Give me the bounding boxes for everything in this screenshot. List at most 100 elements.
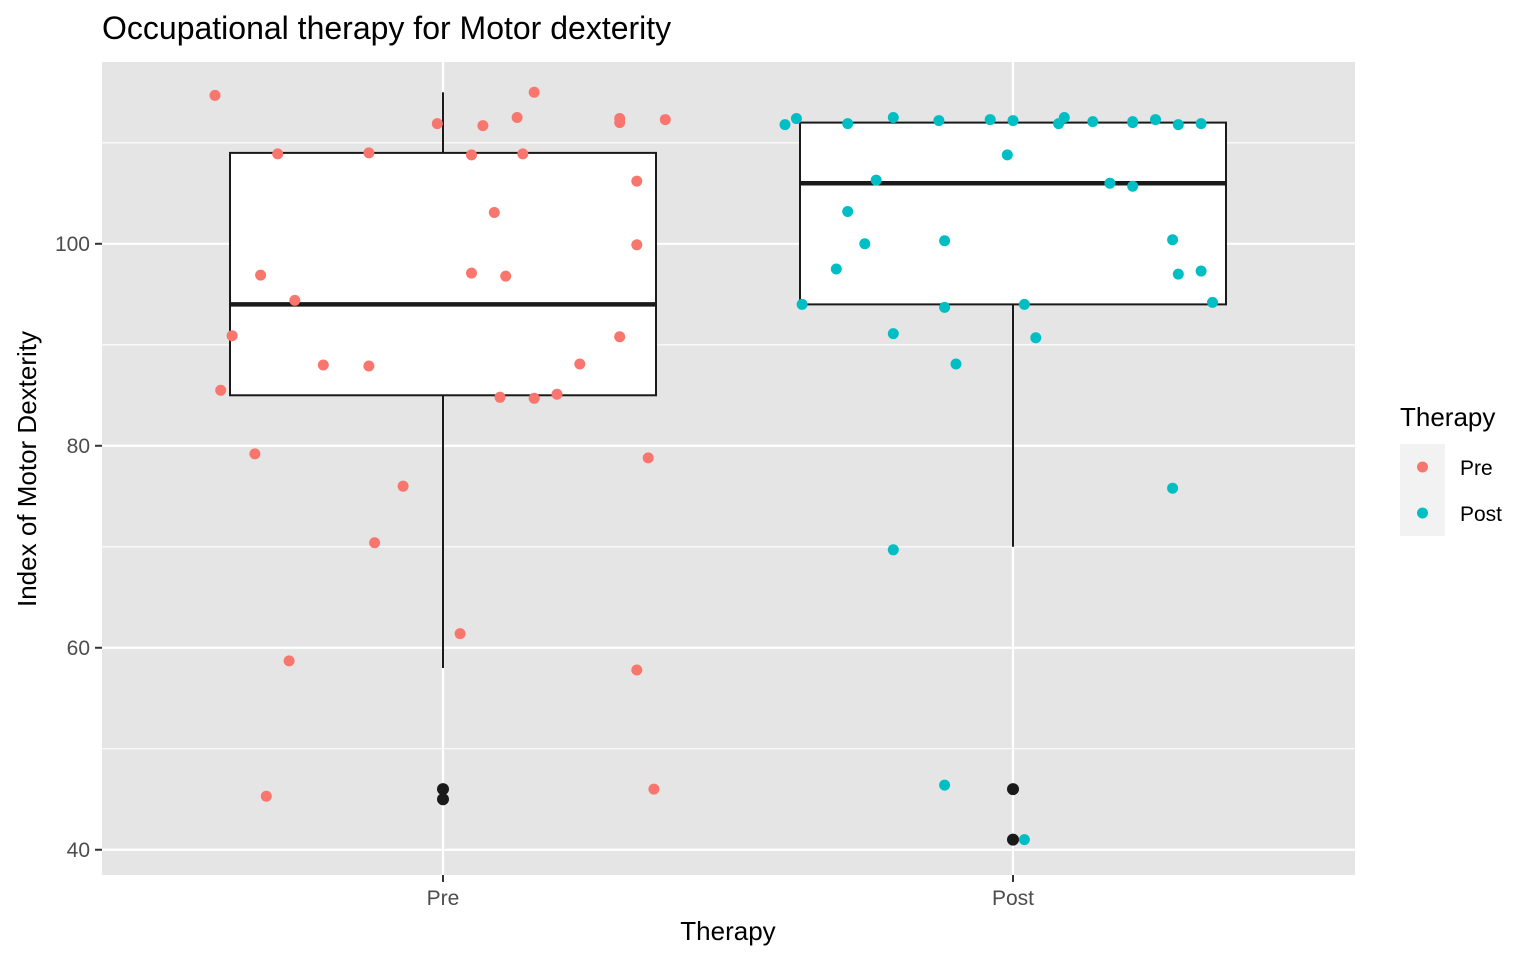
- data-point: [984, 114, 996, 126]
- series-pre: [209, 86, 671, 802]
- box-pre: [229, 92, 657, 806]
- outlier-point: [437, 783, 449, 796]
- data-point: [1018, 834, 1030, 846]
- data-point: [796, 298, 808, 310]
- data-point: [249, 448, 261, 460]
- data-point: [551, 388, 563, 400]
- data-point: [887, 544, 899, 556]
- data-point: [1172, 268, 1184, 280]
- data-point: [939, 235, 951, 247]
- data-point: [614, 113, 626, 125]
- data-point: [466, 149, 477, 161]
- data-point: [939, 301, 951, 313]
- data-point: [1127, 180, 1139, 192]
- y-tick-label: 40: [67, 839, 90, 862]
- data-point: [494, 391, 506, 403]
- box-plots: [229, 92, 1227, 846]
- data-point: [528, 392, 540, 404]
- x-tick-label: Pre: [427, 887, 460, 910]
- y-tick-label: 100: [55, 233, 90, 256]
- data-point: [887, 112, 899, 124]
- data-point: [289, 294, 301, 306]
- legend-item-pre: Pre: [1400, 444, 1493, 490]
- data-point: [842, 205, 854, 217]
- data-point: [939, 779, 951, 791]
- data-point: [933, 115, 945, 127]
- data-point: [1167, 234, 1179, 246]
- legend-title: Therapy: [1400, 402, 1495, 432]
- data-point: [859, 238, 871, 250]
- legend: Therapy Pre Post: [1400, 402, 1502, 536]
- data-point: [260, 790, 272, 802]
- data-point: [950, 358, 962, 370]
- data-point: [631, 175, 643, 187]
- data-point: [1030, 332, 1042, 344]
- data-point: [1007, 115, 1019, 127]
- box-iqr: [229, 151, 657, 397]
- data-point: [1207, 296, 1218, 308]
- data-point: [1127, 116, 1139, 128]
- data-point: [215, 384, 227, 396]
- data-point: [830, 263, 842, 275]
- x-tick-label: Post: [992, 887, 1034, 910]
- data-point: [1167, 482, 1179, 494]
- data-point: [1058, 112, 1070, 124]
- data-point: [226, 330, 238, 342]
- data-point: [369, 537, 381, 549]
- y-tick-label: 60: [67, 637, 90, 660]
- data-point: [488, 206, 500, 218]
- data-point: [454, 628, 466, 640]
- data-point: [870, 174, 882, 186]
- data-point: [1172, 119, 1184, 131]
- data-point: [517, 148, 529, 160]
- data-point: [614, 331, 626, 343]
- data-point: [631, 664, 643, 676]
- data-point: [477, 120, 489, 132]
- series-post: [779, 112, 1218, 846]
- legend-item-post: Post: [1400, 490, 1502, 536]
- axes: 40 60 80 100 Pre Post: [55, 233, 1034, 910]
- data-point: [1150, 114, 1161, 126]
- data-point: [209, 89, 221, 101]
- data-point: [574, 358, 586, 370]
- data-point: [363, 360, 375, 372]
- data-point: [659, 114, 671, 126]
- data-point: [317, 359, 329, 371]
- data-point: [255, 269, 267, 281]
- outlier-point: [1007, 833, 1019, 846]
- legend-label: Post: [1460, 503, 1502, 526]
- data-point: [1001, 149, 1013, 161]
- legend-marker: [1417, 507, 1428, 519]
- data-point: [466, 267, 477, 279]
- data-point: [283, 655, 295, 667]
- data-point: [397, 480, 409, 492]
- data-point: [790, 113, 802, 125]
- data-point: [1104, 177, 1116, 189]
- data-point: [272, 148, 284, 160]
- data-point: [631, 239, 643, 251]
- x-axis-title: Therapy: [680, 916, 775, 946]
- data-points: [209, 86, 1218, 846]
- data-point: [887, 328, 899, 340]
- data-point: [363, 147, 375, 159]
- box-post: [799, 121, 1227, 846]
- data-point: [842, 118, 854, 130]
- data-point: [511, 112, 523, 124]
- box-iqr: [799, 121, 1227, 306]
- data-point: [1087, 116, 1099, 128]
- data-point: [1195, 118, 1207, 130]
- data-point: [431, 118, 443, 130]
- y-tick-label: 80: [67, 435, 90, 458]
- outlier-point: [437, 793, 449, 806]
- data-point: [1018, 298, 1030, 310]
- data-point: [779, 119, 791, 131]
- data-point: [1195, 265, 1207, 277]
- legend-label: Pre: [1460, 457, 1493, 480]
- y-axis-title: Index of Motor Dexterity: [12, 331, 42, 607]
- data-point: [500, 270, 512, 282]
- data-point: [642, 452, 654, 464]
- legend-marker: [1417, 461, 1428, 473]
- outlier-point: [1007, 783, 1019, 796]
- chart-title: Occupational therapy for Motor dexterity: [102, 10, 671, 46]
